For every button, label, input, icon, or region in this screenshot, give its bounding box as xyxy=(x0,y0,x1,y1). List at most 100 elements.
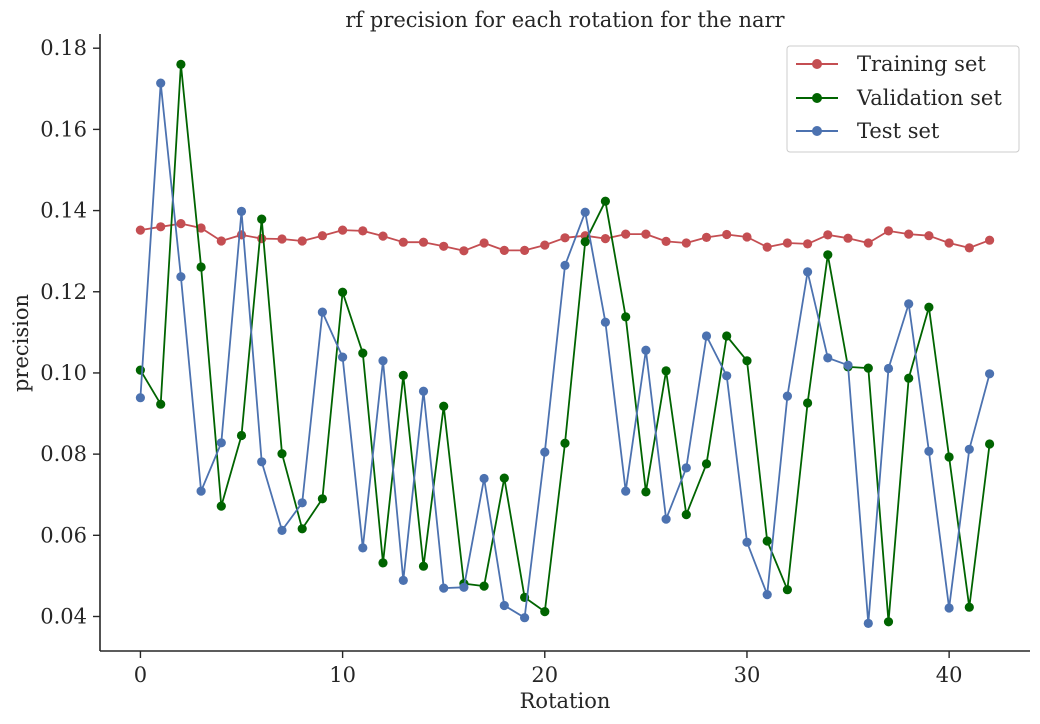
data-point-validation xyxy=(944,452,954,462)
data-point-test xyxy=(742,537,752,547)
data-point-training xyxy=(863,238,873,248)
y-tick-label: 0.16 xyxy=(40,117,87,141)
data-point-validation xyxy=(358,348,368,358)
data-point-validation xyxy=(904,373,914,383)
legend-label-validation: Validation set xyxy=(856,86,1002,110)
data-point-test xyxy=(338,352,348,362)
data-point-test xyxy=(499,600,509,611)
data-point-training xyxy=(600,234,611,244)
y-tick-label: 0.18 xyxy=(40,36,87,60)
data-point-training xyxy=(681,238,691,248)
data-point-training xyxy=(196,223,206,233)
data-point-training xyxy=(398,237,408,247)
data-point-test xyxy=(317,307,327,317)
data-point-training xyxy=(459,246,469,256)
data-point-validation xyxy=(378,558,388,568)
legend-label-test: Test set xyxy=(857,119,940,143)
data-point-validation xyxy=(398,370,408,380)
data-point-training xyxy=(317,231,327,241)
data-point-validation xyxy=(540,607,550,617)
data-point-validation xyxy=(863,363,873,373)
data-point-training xyxy=(540,240,550,250)
legend-marker-test xyxy=(812,126,822,136)
data-point-training xyxy=(479,238,489,248)
data-point-validation xyxy=(216,501,226,511)
data-point-test xyxy=(418,386,429,396)
data-point-training xyxy=(257,234,267,244)
x-tick-label: 10 xyxy=(329,663,356,687)
data-point-validation xyxy=(600,196,611,206)
data-point-test xyxy=(439,583,449,593)
data-point-test xyxy=(863,618,873,629)
data-point-training xyxy=(843,233,853,243)
data-point-validation xyxy=(883,617,894,627)
data-point-test xyxy=(985,369,995,379)
data-point-test xyxy=(904,299,914,309)
legend: Training set Validation set Test set xyxy=(786,45,1020,153)
data-point-training xyxy=(621,229,631,239)
data-point-test xyxy=(782,391,793,401)
y-axis-title: precision xyxy=(9,294,33,392)
data-point-test xyxy=(156,78,166,88)
y-tick-label: 0.06 xyxy=(40,523,87,547)
data-point-validation xyxy=(681,509,691,520)
data-point-test xyxy=(580,207,590,217)
data-point-test xyxy=(479,473,489,484)
data-point-validation xyxy=(338,287,348,297)
data-point-validation xyxy=(742,356,752,366)
data-point-training xyxy=(358,226,368,236)
data-point-training xyxy=(338,225,348,235)
data-point-validation xyxy=(297,524,307,534)
data-point-test xyxy=(540,447,550,457)
data-point-test xyxy=(823,353,833,363)
data-point-test xyxy=(722,371,732,381)
data-point-validation xyxy=(236,430,247,441)
data-point-training xyxy=(216,236,226,246)
data-point-training xyxy=(277,234,287,244)
series-layer xyxy=(135,59,995,629)
data-point-test xyxy=(257,457,267,467)
data-point-training xyxy=(823,230,833,240)
data-point-validation xyxy=(156,399,166,409)
legend-box xyxy=(786,45,1020,153)
data-point-training xyxy=(883,226,894,236)
data-point-training xyxy=(985,235,995,245)
data-point-test xyxy=(681,463,691,473)
data-point-validation xyxy=(701,459,712,469)
data-point-validation xyxy=(823,250,833,260)
data-point-validation xyxy=(317,494,327,504)
data-point-test xyxy=(216,438,226,448)
data-point-training xyxy=(944,238,954,248)
legend-marker-validation xyxy=(812,93,822,103)
data-point-test xyxy=(398,575,408,586)
data-point-validation xyxy=(479,581,489,591)
data-point-test xyxy=(762,590,772,600)
x-tick-label: 40 xyxy=(936,663,963,687)
data-point-test xyxy=(621,486,631,496)
data-point-validation xyxy=(924,302,934,312)
legend-label-training: Training set xyxy=(857,52,986,76)
data-point-test xyxy=(358,543,368,553)
data-point-test xyxy=(701,331,712,341)
data-point-validation xyxy=(782,585,793,595)
y-ticks: 0.04 0.06 0.08 0.10 0.12 0.14 0.16 0.18 xyxy=(40,36,100,628)
x-ticks: 0 10 20 30 40 xyxy=(134,651,963,687)
legend-marker-training xyxy=(812,59,822,69)
data-point-test xyxy=(297,498,307,508)
data-point-test xyxy=(600,317,611,327)
data-point-training xyxy=(378,231,388,241)
data-point-validation xyxy=(762,536,772,546)
data-point-training xyxy=(418,237,429,247)
data-point-training xyxy=(762,242,772,252)
y-tick-label: 0.08 xyxy=(40,442,87,466)
data-point-test xyxy=(236,206,247,216)
data-point-training xyxy=(499,245,509,255)
data-point-training xyxy=(722,229,732,240)
data-point-validation xyxy=(277,449,287,459)
data-point-training xyxy=(701,232,712,242)
data-point-validation xyxy=(196,262,206,272)
data-point-test xyxy=(459,582,469,592)
data-point-training xyxy=(964,243,974,253)
data-point-validation xyxy=(803,398,813,408)
